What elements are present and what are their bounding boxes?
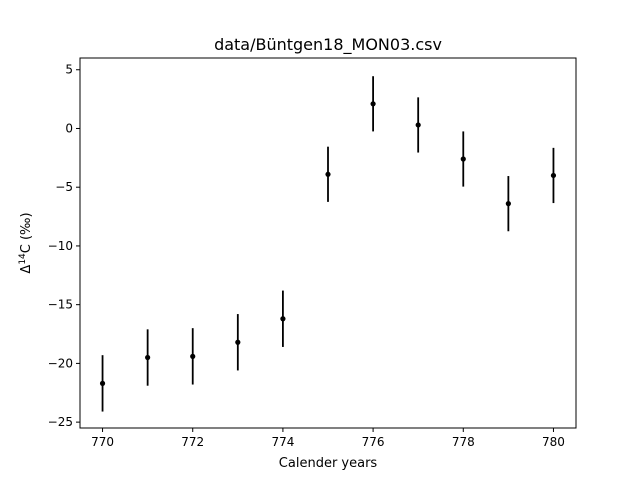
data-point (325, 171, 331, 177)
y-tick-label: 5 (65, 63, 73, 77)
data-point (460, 156, 466, 162)
x-tick-label: 770 (91, 435, 114, 449)
y-tick-label: −5 (55, 180, 73, 194)
y-tick-label: −25 (48, 415, 73, 429)
chart-title: data/Büntgen18_MON03.csv (214, 35, 442, 55)
x-tick-label: 778 (452, 435, 475, 449)
y-tick-label: −10 (48, 239, 73, 253)
axis-layer: 770 772 774 776 778 780 −25 −20 −15 −10 −5 0 5 (48, 63, 565, 449)
y-tick-label: 0 (65, 121, 73, 135)
y-axis-label-tail: C (‰) (19, 212, 34, 253)
data-point (99, 380, 106, 386)
data-layer (99, 76, 557, 412)
data-point (190, 353, 196, 359)
x-tick-label: 780 (542, 435, 565, 449)
y-axis-label: Δ14C (‰) (18, 212, 34, 273)
x-axis-label: Calender years (279, 456, 378, 471)
data-point (280, 316, 286, 322)
data-point (145, 354, 151, 361)
y-axis-label-sup: 14 (18, 253, 28, 265)
data-point (415, 122, 421, 128)
y-axis-label-main: Δ (19, 265, 34, 274)
y-tick-label: −15 (48, 298, 73, 312)
x-tick-label: 774 (271, 435, 294, 449)
y-tick-label: −20 (48, 356, 73, 370)
x-tick-label: 776 (362, 435, 385, 449)
data-point (505, 201, 511, 207)
plot-frame (79, 57, 577, 429)
data-point (550, 172, 557, 179)
data-point (235, 339, 241, 345)
data-point (370, 101, 376, 107)
x-tick-label: 772 (181, 435, 204, 449)
